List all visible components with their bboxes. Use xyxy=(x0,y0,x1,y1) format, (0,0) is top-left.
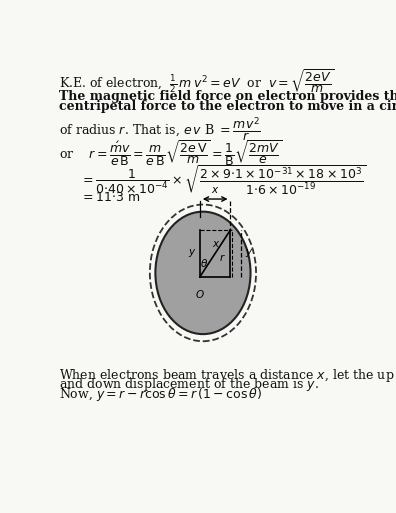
Text: $= 11{\cdot}3\ \mathrm{m}$: $= 11{\cdot}3\ \mathrm{m}$ xyxy=(80,191,141,204)
Text: $y$: $y$ xyxy=(188,247,196,260)
Text: When electrons beam travels a distance $x$, let the up: When electrons beam travels a distance $… xyxy=(59,366,394,384)
Text: K.E. of electron,  $\frac{1}{2}\,m\,v^2 = eV$  or  $v = \sqrt{\dfrac{2eV}{m}}$: K.E. of electron, $\frac{1}{2}\,m\,v^2 =… xyxy=(59,68,334,95)
Text: Now, $y = r - r\cos\theta = r\,(1 - \cos\theta)$: Now, $y = r - r\cos\theta = r\,(1 - \cos… xyxy=(59,386,262,403)
Text: $= \dfrac{1}{0{\cdot}40\times 10^{-4}} \times \sqrt{\dfrac{2\times 9{\cdot}1\tim: $= \dfrac{1}{0{\cdot}40\times 10^{-4}} \… xyxy=(80,163,366,196)
Text: $r$: $r$ xyxy=(219,252,225,263)
Text: The magnetic field force on electron provides the necessary: The magnetic field force on electron pro… xyxy=(59,90,396,104)
Text: $y$: $y$ xyxy=(245,247,253,260)
Text: of radius $r$. That is, $e\,v$ B $= \dfrac{mv^2}{r}$: of radius $r$. That is, $e\,v$ B $= \dfr… xyxy=(59,115,261,144)
Text: $O$: $O$ xyxy=(195,288,205,300)
Text: centripetal force to the electron to move in a circular path: centripetal force to the electron to mov… xyxy=(59,100,396,113)
Circle shape xyxy=(155,212,251,334)
Text: and down displacement of the beam is $y$.: and down displacement of the beam is $y$… xyxy=(59,377,319,393)
Text: $x$: $x$ xyxy=(211,185,219,195)
Text: $x$: $x$ xyxy=(213,239,221,248)
Text: $\theta$: $\theta$ xyxy=(200,257,209,269)
Text: or $\quad r = \dfrac{{\acute{m}}v}{e\,\mathrm{B}} = \dfrac{m}{e\,\mathrm{B}}\sqr: or $\quad r = \dfrac{{\acute{m}}v}{e\,\m… xyxy=(59,138,282,168)
